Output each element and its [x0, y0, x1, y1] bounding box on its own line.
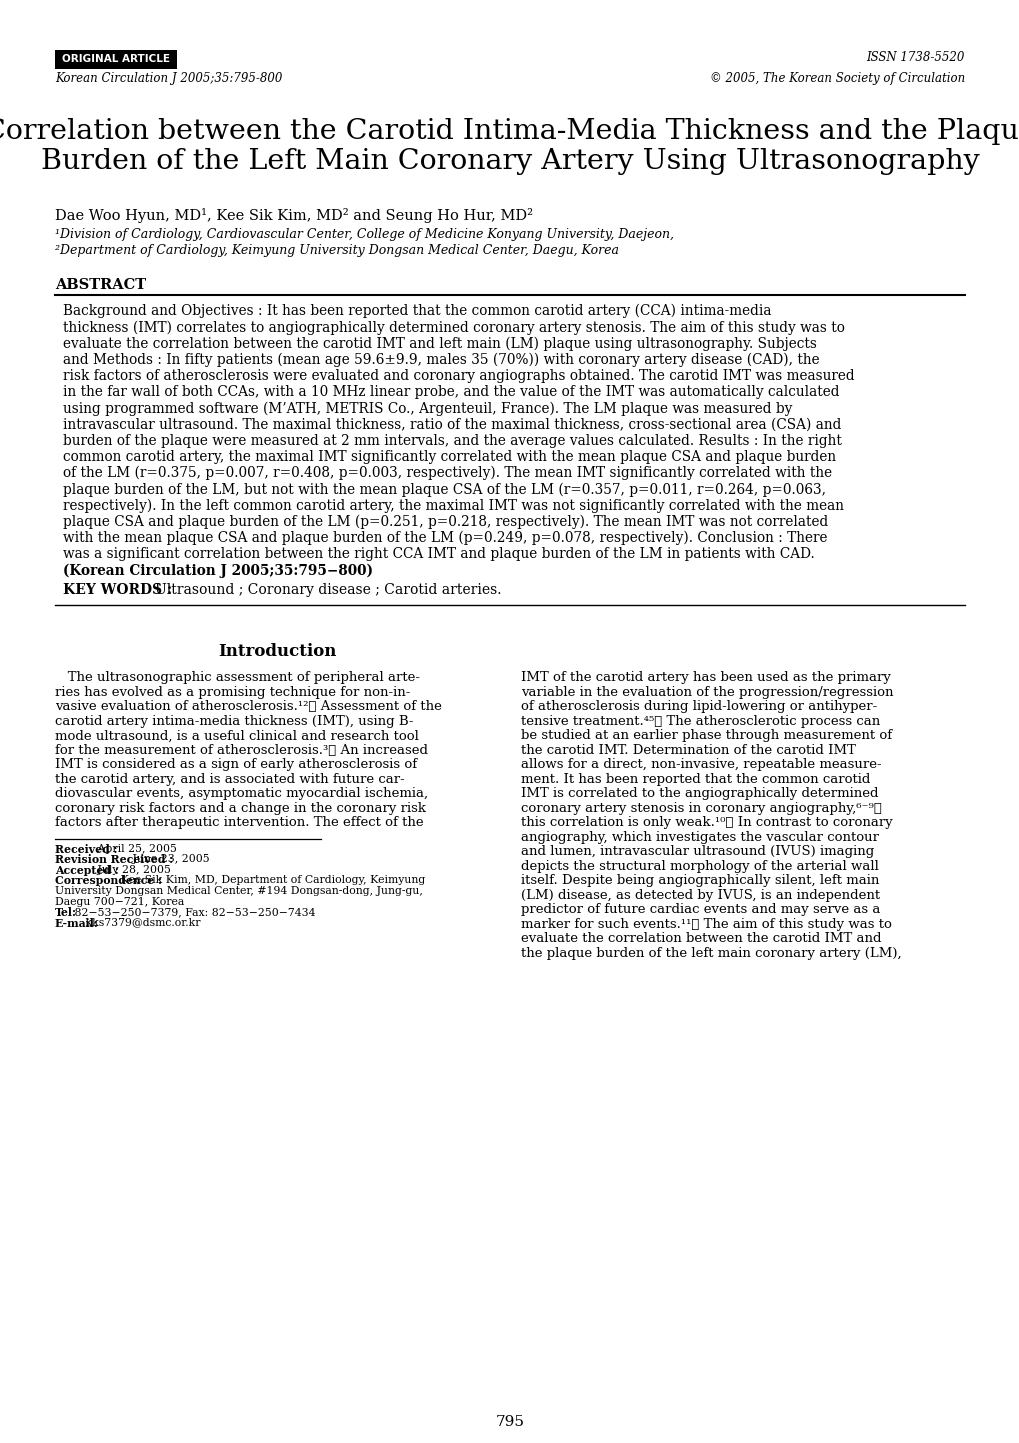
Text: ORIGINAL ARTICLE: ORIGINAL ARTICLE — [62, 55, 170, 65]
Text: this correlation is only weak.¹⁰⦾ In contrast to coronary: this correlation is only weak.¹⁰⦾ In con… — [521, 817, 892, 830]
Text: IMT is considered as a sign of early atherosclerosis of: IMT is considered as a sign of early ath… — [55, 759, 417, 772]
Text: 795: 795 — [495, 1416, 524, 1429]
Text: ries has evolved as a promising technique for non-in-: ries has evolved as a promising techniqu… — [55, 685, 410, 698]
Text: angiography, which investigates the vascular contour: angiography, which investigates the vasc… — [521, 831, 878, 844]
Text: Correlation between the Carotid Intima-Media Thickness and the Plaque: Correlation between the Carotid Intima-M… — [0, 118, 1019, 144]
Text: variable in the evaluation of the progression/regression: variable in the evaluation of the progre… — [521, 685, 893, 698]
Text: © 2005, The Korean Society of Circulation: © 2005, The Korean Society of Circulatio… — [709, 72, 964, 85]
Text: Dae Woo Hyun, MD¹, Kee Sik Kim, MD² and Seung Ho Hur, MD²: Dae Woo Hyun, MD¹, Kee Sik Kim, MD² and … — [55, 208, 533, 224]
Text: Burden of the Left Main Coronary Artery Using Ultrasonography: Burden of the Left Main Coronary Artery … — [41, 149, 978, 175]
Text: Daegu 700−721, Korea: Daegu 700−721, Korea — [55, 896, 184, 906]
Text: vasive evaluation of atherosclerosis.¹²⦾ Assessment of the: vasive evaluation of atherosclerosis.¹²⦾… — [55, 700, 441, 713]
Text: ISSN 1738-5520: ISSN 1738-5520 — [866, 51, 964, 63]
Text: mode ultrasound, is a useful clinical and research tool: mode ultrasound, is a useful clinical an… — [55, 729, 419, 742]
Text: Ultrasound ; Coronary disease ; Carotid arteries.: Ultrasound ; Coronary disease ; Carotid … — [155, 583, 501, 597]
Text: Accepted :: Accepted : — [55, 864, 118, 876]
Text: burden of the plaque were measured at 2 mm intervals, and the average values cal: burden of the plaque were measured at 2 … — [63, 433, 841, 447]
FancyBboxPatch shape — [55, 51, 177, 69]
Text: in the far wall of both CCAs, with a 10 MHz linear probe, and the value of the I: in the far wall of both CCAs, with a 10 … — [63, 385, 839, 400]
Text: Revision Received :: Revision Received : — [55, 854, 173, 866]
Text: KEY WORDS :: KEY WORDS : — [63, 583, 172, 597]
Text: ¹Division of Cardiology, Cardiovascular Center, College of Medicine Konyang Univ: ¹Division of Cardiology, Cardiovascular … — [55, 228, 674, 241]
Text: 82−53−250−7379, Fax: 82−53−250−7434: 82−53−250−7379, Fax: 82−53−250−7434 — [70, 908, 315, 918]
Text: plaque CSA and plaque burden of the LM (p=0.251, p=0.218, respectively). The mea: plaque CSA and plaque burden of the LM (… — [63, 515, 827, 530]
Text: plaque burden of the LM, but not with the mean plaque CSA of the LM (r=0.357, p=: plaque burden of the LM, but not with th… — [63, 482, 825, 496]
Text: Introduction: Introduction — [218, 644, 336, 661]
Text: Received :: Received : — [55, 844, 117, 854]
Text: of the LM (r=0.375, p=0.007, r=0.408, p=0.003, respectively). The mean IMT signi: of the LM (r=0.375, p=0.007, r=0.408, p=… — [63, 466, 832, 481]
Text: E-mail:: E-mail: — [55, 918, 99, 929]
Text: (Korean Circulation J 2005;35:795−800): (Korean Circulation J 2005;35:795−800) — [63, 563, 373, 577]
Text: ²Department of Cardiology, Keimyung University Dongsan Medical Center, Daegu, Ko: ²Department of Cardiology, Keimyung Univ… — [55, 244, 619, 257]
Text: of atherosclerosis during lipid-lowering or antihyper-: of atherosclerosis during lipid-lowering… — [521, 700, 876, 713]
Text: Tel:: Tel: — [55, 908, 76, 918]
Text: the carotid artery, and is associated with future car-: the carotid artery, and is associated wi… — [55, 773, 405, 786]
Text: with the mean plaque CSA and plaque burden of the LM (p=0.249, p=0.078, respecti: with the mean plaque CSA and plaque burd… — [63, 531, 826, 545]
Text: and lumen, intravascular ultrasound (IVUS) imaging: and lumen, intravascular ultrasound (IVU… — [521, 846, 873, 859]
Text: The ultrasonographic assessment of peripheral arte-: The ultrasonographic assessment of perip… — [55, 671, 420, 684]
Text: using programmed software (M’ATH, METRIS Co., Argenteuil, France). The LM plaque: using programmed software (M’ATH, METRIS… — [63, 401, 792, 416]
Text: IMT is correlated to the angiographically determined: IMT is correlated to the angiographicall… — [521, 788, 877, 801]
Text: respectively). In the left common carotid artery, the maximal IMT was not signif: respectively). In the left common caroti… — [63, 498, 843, 512]
Text: ment. It has been reported that the common carotid: ment. It has been reported that the comm… — [521, 773, 869, 786]
Text: be studied at an earlier phase through measurement of: be studied at an earlier phase through m… — [521, 729, 892, 742]
Text: Correspondence :: Correspondence : — [55, 876, 162, 886]
Text: factors after therapeutic intervention. The effect of the: factors after therapeutic intervention. … — [55, 817, 423, 830]
Text: IMT of the carotid artery has been used as the primary: IMT of the carotid artery has been used … — [521, 671, 890, 684]
Text: ABSTRACT: ABSTRACT — [55, 278, 146, 291]
Text: marker for such events.¹¹⦾ The aim of this study was to: marker for such events.¹¹⦾ The aim of th… — [521, 918, 891, 931]
Text: the carotid IMT. Determination of the carotid IMT: the carotid IMT. Determination of the ca… — [521, 745, 855, 758]
Text: depicts the structural morphology of the arterial wall: depicts the structural morphology of the… — [521, 860, 878, 873]
Text: evaluate the correlation between the carotid IMT and: evaluate the correlation between the car… — [521, 932, 880, 945]
Text: University Dongsan Medical Center, #194 Dongsan-dong, Jung-gu,: University Dongsan Medical Center, #194 … — [55, 886, 423, 896]
Text: (LM) disease, as detected by IVUS, is an independent: (LM) disease, as detected by IVUS, is an… — [521, 889, 879, 902]
Text: carotid artery intima-media thickness (IMT), using B-: carotid artery intima-media thickness (I… — [55, 714, 413, 727]
Text: Background and Objectives : It has been reported that the common carotid artery : Background and Objectives : It has been … — [63, 304, 770, 319]
Text: kks7379@dsmc.or.kr: kks7379@dsmc.or.kr — [83, 918, 201, 928]
Text: risk factors of atherosclerosis were evaluated and coronary angiographs obtained: risk factors of atherosclerosis were eva… — [63, 369, 854, 382]
Text: Korean Circulation J 2005;35:795-800: Korean Circulation J 2005;35:795-800 — [55, 72, 282, 85]
Text: the plaque burden of the left main coronary artery (LM),: the plaque burden of the left main coron… — [521, 947, 901, 960]
Text: itself. Despite being angiographically silent, left main: itself. Despite being angiographically s… — [521, 874, 878, 887]
Text: predictor of future cardiac events and may serve as a: predictor of future cardiac events and m… — [521, 903, 879, 916]
Text: for the measurement of atherosclerosis.³⦾ An increased: for the measurement of atherosclerosis.³… — [55, 745, 428, 758]
Text: was a significant correlation between the right CCA IMT and plaque burden of the: was a significant correlation between th… — [63, 547, 814, 561]
Text: intravascular ultrasound. The maximal thickness, ratio of the maximal thickness,: intravascular ultrasound. The maximal th… — [63, 417, 841, 431]
Text: common carotid artery, the maximal IMT significantly correlated with the mean pl: common carotid artery, the maximal IMT s… — [63, 450, 836, 463]
Text: evaluate the correlation between the carotid IMT and left main (LM) plaque using: evaluate the correlation between the car… — [63, 336, 816, 351]
Text: and Methods : In fifty patients (mean age 59.6±9.9, males 35 (70%)) with coronar: and Methods : In fifty patients (mean ag… — [63, 352, 819, 367]
Text: tensive treatment.⁴⁵⦾ The atherosclerotic process can: tensive treatment.⁴⁵⦾ The atheroscleroti… — [521, 714, 879, 727]
Text: July 28, 2005: July 28, 2005 — [94, 864, 171, 874]
Text: diovascular events, asymptomatic myocardial ischemia,: diovascular events, asymptomatic myocard… — [55, 788, 428, 801]
Text: coronary artery stenosis in coronary angiography,⁶⁻⁹⦾: coronary artery stenosis in coronary ang… — [521, 802, 881, 815]
Text: April 25, 2005: April 25, 2005 — [94, 844, 176, 854]
Text: allows for a direct, non-invasive, repeatable measure-: allows for a direct, non-invasive, repea… — [521, 759, 880, 772]
Text: Kee Sik Kim, MD, Department of Cardiology, Keimyung: Kee Sik Kim, MD, Department of Cardiolog… — [117, 876, 425, 886]
Text: thickness (IMT) correlates to angiographically determined coronary artery stenos: thickness (IMT) correlates to angiograph… — [63, 320, 844, 335]
Text: coronary risk factors and a change in the coronary risk: coronary risk factors and a change in th… — [55, 802, 426, 815]
Text: June 23, 2005: June 23, 2005 — [129, 854, 210, 864]
